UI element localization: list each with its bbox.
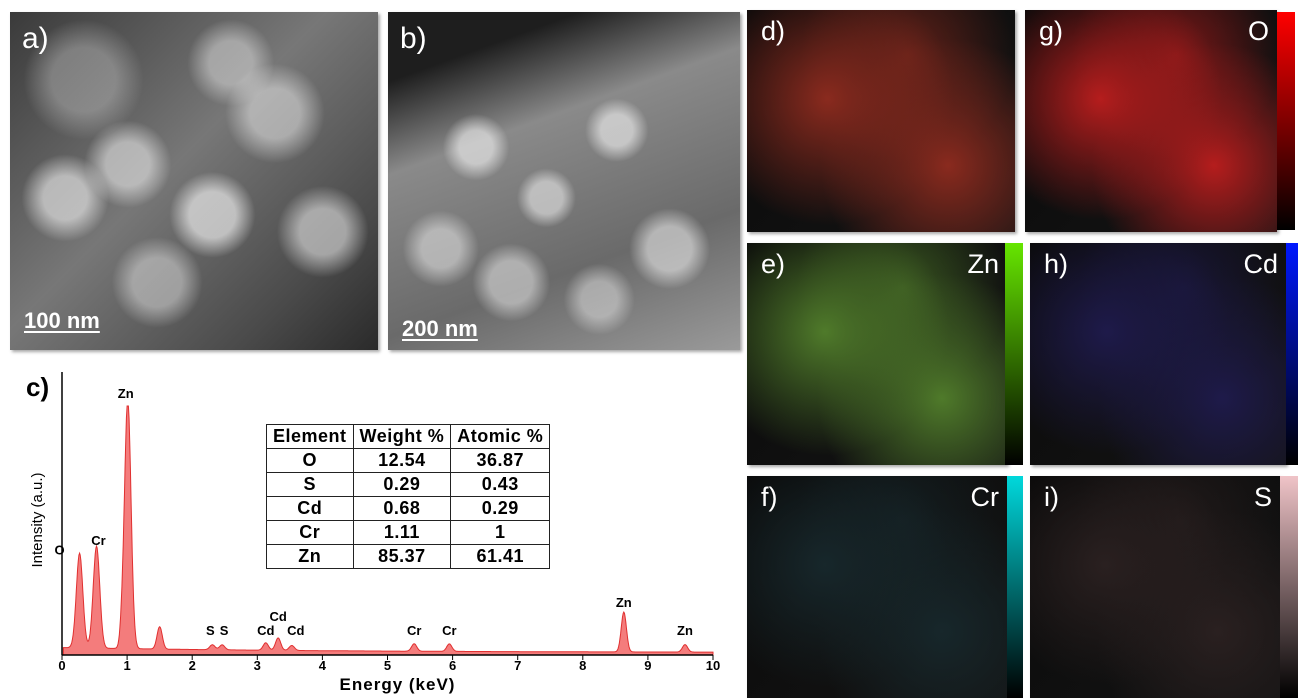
- map-element-e: Zn: [967, 249, 999, 279]
- table-cell: 0.43: [450, 472, 551, 497]
- edx-map-f: f) Cr: [747, 476, 1007, 698]
- peak-label: S: [220, 623, 229, 638]
- panel-label-c: c): [26, 372, 50, 402]
- colorbar-g: [1277, 12, 1295, 230]
- table-row: Cd 0.68 0.29: [266, 496, 551, 521]
- map-label-g: g): [1039, 16, 1064, 46]
- table-cell: 12.54: [352, 448, 452, 473]
- peak-label: Zn: [118, 386, 134, 401]
- sem-image-b: b) 200 nm: [388, 12, 740, 350]
- peak-label: Cd: [269, 609, 286, 624]
- table-cell: 0.29: [450, 496, 551, 521]
- map-label-e: e): [761, 249, 786, 279]
- edx-map-g: g) O: [1025, 10, 1277, 232]
- colorbar-i: [1280, 476, 1298, 698]
- map-element-f: Cr: [970, 482, 1000, 512]
- table-cell: Cr: [266, 520, 354, 545]
- panel-label-a: a): [22, 22, 49, 55]
- peak-label: Cr: [407, 623, 421, 638]
- map-label-h: h): [1044, 249, 1069, 279]
- peak-label: Cd: [287, 623, 304, 638]
- edx-map-h: h) Cd: [1030, 243, 1286, 465]
- peak-label: Zn: [616, 595, 632, 610]
- x-tick-label: 2: [189, 658, 196, 673]
- colorbar-e: [1005, 243, 1023, 465]
- table-cell: 0.68: [352, 496, 452, 521]
- composition-table: Element Weight % Atomic % O 12.54 36.87 …: [266, 424, 551, 569]
- x-tick-label: 6: [449, 658, 456, 673]
- table-row: O 12.54 36.87: [266, 448, 551, 473]
- panel-label-b: b): [400, 22, 427, 55]
- table-cell: Zn: [266, 544, 354, 569]
- peak-label: S: [206, 623, 215, 638]
- table-row: Cr 1.11 1: [266, 520, 551, 545]
- table-cell: 85.37: [352, 544, 452, 569]
- edx-map-d: d): [747, 10, 1015, 232]
- scale-bar-a: 100 nm: [24, 308, 100, 333]
- x-tick-label: 4: [319, 658, 327, 673]
- table-row: S 0.29 0.43: [266, 472, 551, 497]
- map-label-f: f): [761, 482, 778, 512]
- sem-image-a: a) 100 nm: [10, 12, 378, 350]
- table-cell: 0.29: [352, 472, 452, 497]
- map-label-d: d): [761, 16, 786, 46]
- peak-label: Cr: [442, 623, 456, 638]
- colorbar-f: [1007, 476, 1023, 698]
- x-tick-label: 7: [514, 658, 521, 673]
- peak-label: Cr: [91, 533, 105, 548]
- edx-map-e: e) Zn: [747, 243, 1007, 465]
- y-axis-label: Intensity (a.u.): [29, 472, 46, 567]
- x-axis-label: Energy (keV): [340, 675, 456, 694]
- x-tick-label: 9: [644, 658, 651, 673]
- table-cell: 61.41: [450, 544, 551, 569]
- table-cell: 36.87: [450, 448, 551, 473]
- table-row: Zn 85.37 61.41: [266, 544, 551, 569]
- colorbar-h: [1286, 243, 1298, 465]
- x-tick-label: 8: [579, 658, 586, 673]
- peak-label: Zn: [677, 623, 693, 638]
- map-element-h: Cd: [1243, 249, 1278, 279]
- table-cell: O: [266, 448, 354, 473]
- table-cell: Cd: [266, 496, 354, 521]
- scale-bar-b: 200 nm: [402, 316, 478, 341]
- table-cell: 1: [450, 520, 551, 545]
- table-cell: S: [266, 472, 354, 497]
- table-header: Atomic %: [450, 424, 551, 449]
- map-element-g: O: [1247, 16, 1269, 46]
- x-tick-label: 1: [123, 658, 130, 673]
- x-tick-label: 5: [384, 658, 391, 673]
- peak-label: Cd: [257, 623, 274, 638]
- x-tick-label: 0: [58, 658, 65, 673]
- map-element-i: S: [1253, 482, 1272, 512]
- peak-label: O: [55, 542, 65, 557]
- x-tick-label: 10: [706, 658, 720, 673]
- x-tick-label: 3: [254, 658, 261, 673]
- table-cell: 1.11: [352, 520, 452, 545]
- table-header-row: Element Weight % Atomic %: [266, 424, 551, 449]
- map-label-i: i): [1044, 482, 1059, 512]
- eds-spectrum-chart: 0 1 2 3 4 5 6 7 8 9 10 Energy (keV) Intensity (a.u.)…: [29, 372, 720, 694]
- table-header: Element: [266, 424, 354, 449]
- spectrum-area: [62, 405, 714, 656]
- edx-map-i: i) S: [1030, 476, 1280, 698]
- table-header: Weight %: [352, 424, 452, 449]
